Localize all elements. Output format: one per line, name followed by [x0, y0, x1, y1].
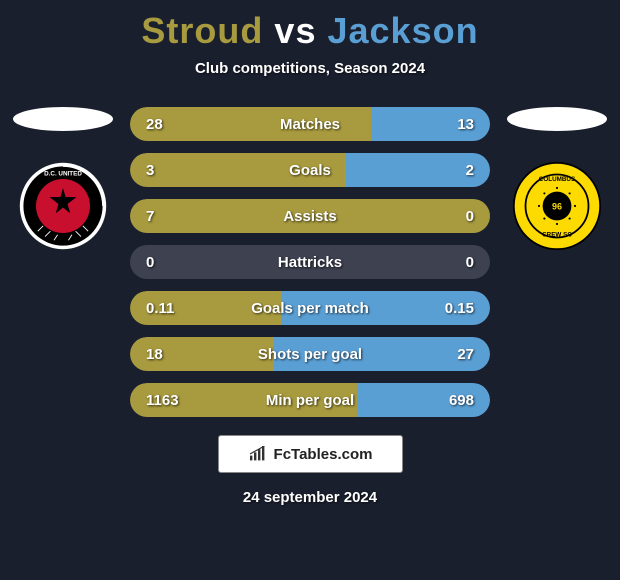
chart-icon	[248, 446, 268, 462]
stat-label: Matches	[200, 116, 420, 133]
stat-row: 0.11Goals per match0.15	[130, 291, 490, 325]
stat-label: Goals	[200, 162, 420, 179]
stat-value-p2: 13	[420, 116, 490, 133]
stats-bars: 28Matches133Goals27Assists00Hattricks00.…	[130, 107, 490, 417]
stat-value-p1: 3	[130, 162, 200, 179]
stat-value-p1: 7	[130, 208, 200, 225]
source-label: FcTables.com	[274, 446, 373, 463]
stat-value-p2: 0.15	[420, 300, 490, 317]
stat-row: 18Shots per goal27	[130, 337, 490, 371]
stat-row: 28Matches13	[130, 107, 490, 141]
player2-name: Jackson	[327, 10, 478, 51]
svg-text:CREW SC: CREW SC	[542, 232, 572, 239]
comparison-title: Stroud vs Jackson	[0, 0, 620, 52]
stat-value-p2: 698	[420, 392, 490, 409]
stat-value-p2: 0	[420, 208, 490, 225]
stat-label: Goals per match	[200, 300, 420, 317]
shadow-ellipse	[13, 107, 113, 131]
svg-text:D.C. UNITED: D.C. UNITED	[44, 170, 82, 177]
source-badge[interactable]: FcTables.com	[218, 435, 403, 473]
club2-area: 96 COLUMBUS CREW SC	[502, 107, 612, 251]
stat-value-p1: 18	[130, 346, 200, 363]
stat-label: Min per goal	[200, 392, 420, 409]
stat-row: 3Goals2	[130, 153, 490, 187]
vs-text: vs	[274, 10, 316, 51]
stat-value-p1: 0	[130, 254, 200, 271]
stat-label: Assists	[200, 208, 420, 225]
stat-row: 0Hattricks0	[130, 245, 490, 279]
club1-area: D.C. UNITED	[8, 107, 118, 251]
club2-logo: 96 COLUMBUS CREW SC	[512, 161, 602, 251]
stat-label: Shots per goal	[200, 346, 420, 363]
stat-value-p1: 28	[130, 116, 200, 133]
stat-value-p2: 2	[420, 162, 490, 179]
club1-logo: D.C. UNITED	[18, 161, 108, 251]
svg-text:96: 96	[552, 202, 562, 212]
stat-value-p2: 0	[420, 254, 490, 271]
stat-row: 1163Min per goal698	[130, 383, 490, 417]
subtitle: Club competitions, Season 2024	[0, 60, 620, 77]
shadow-ellipse	[507, 107, 607, 131]
svg-text:COLUMBUS: COLUMBUS	[539, 176, 575, 183]
player1-name: Stroud	[141, 10, 263, 51]
stat-value-p1: 1163	[130, 392, 200, 409]
stat-value-p1: 0.11	[130, 300, 200, 317]
stat-value-p2: 27	[420, 346, 490, 363]
date: 24 september 2024	[0, 489, 620, 506]
comparison-content: D.C. UNITED 96 COLUMBUS CREW SC	[0, 107, 620, 417]
stat-label: Hattricks	[200, 254, 420, 271]
stat-row: 7Assists0	[130, 199, 490, 233]
